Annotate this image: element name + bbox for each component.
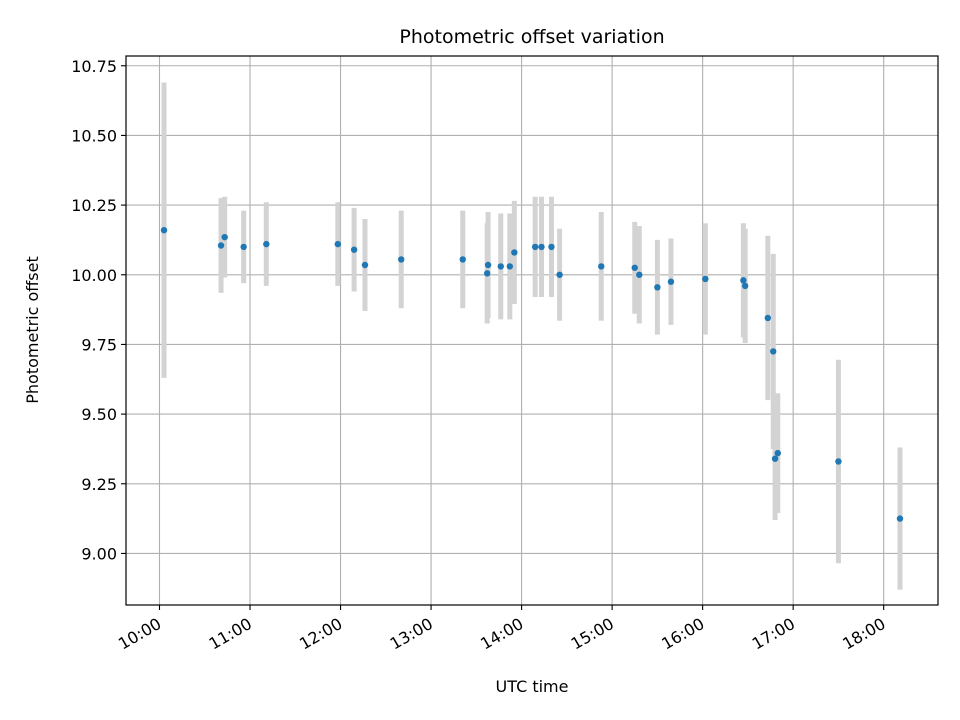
data-point bbox=[896, 515, 904, 522]
x-tick-label: 13:00 bbox=[387, 614, 436, 654]
data-point bbox=[667, 278, 675, 285]
data-point bbox=[160, 226, 168, 234]
data-point bbox=[334, 240, 342, 248]
data-point bbox=[702, 275, 709, 283]
data-point bbox=[497, 263, 504, 270]
x-axis-label: UTC time bbox=[496, 677, 569, 696]
x-tick-label: 12:00 bbox=[296, 614, 345, 654]
x-axis-ticks: 10:00 11:00 12:00 13:00 14:00 15:00 16:00 17:00… bbox=[115, 605, 889, 654]
data-point bbox=[511, 249, 518, 256]
data-point bbox=[740, 277, 747, 284]
data-point bbox=[548, 243, 555, 251]
data-point bbox=[217, 242, 225, 249]
data-point bbox=[361, 261, 369, 269]
data-point bbox=[741, 282, 749, 290]
data-points bbox=[160, 226, 904, 522]
x-tick-label: 14:00 bbox=[477, 614, 526, 654]
x-tick-label: 17:00 bbox=[749, 614, 798, 654]
y-tick-label: 9.75 bbox=[81, 335, 117, 354]
y-tick-label: 9.00 bbox=[81, 544, 117, 563]
data-point bbox=[531, 243, 539, 251]
y-tick-label: 10.00 bbox=[71, 266, 117, 285]
x-tick-label: 18:00 bbox=[839, 614, 888, 654]
plot-frame bbox=[125, 55, 939, 606]
y-tick-label: 9.25 bbox=[81, 475, 117, 494]
data-point bbox=[459, 256, 466, 263]
data-point bbox=[764, 314, 772, 322]
data-point bbox=[263, 240, 270, 248]
data-point bbox=[636, 271, 643, 278]
x-tick-label: 10:00 bbox=[115, 614, 164, 654]
y-tick-label: 10.50 bbox=[71, 126, 117, 145]
data-point bbox=[350, 246, 358, 253]
y-tick-label: 10.25 bbox=[71, 196, 117, 215]
data-point bbox=[654, 284, 661, 291]
data-point bbox=[771, 455, 779, 462]
x-tick-label: 15:00 bbox=[568, 614, 617, 654]
data-point bbox=[397, 256, 405, 263]
errorbars bbox=[161, 82, 903, 590]
data-point bbox=[598, 263, 605, 270]
x-tick-label: 11:00 bbox=[206, 614, 255, 654]
y-axis-ticks: 9.00 9.25 9.50 9.75 10.00 10.25 10.50 10.75 bbox=[71, 57, 126, 563]
data-point bbox=[484, 261, 492, 269]
data-point bbox=[538, 243, 545, 251]
y-tick-label: 10.75 bbox=[71, 57, 117, 76]
x-tick-label: 16:00 bbox=[658, 614, 707, 654]
data-point bbox=[506, 263, 514, 270]
data-point bbox=[221, 233, 228, 241]
y-tick-label: 9.50 bbox=[81, 405, 117, 424]
data-point bbox=[770, 348, 777, 355]
data-point bbox=[556, 271, 563, 278]
data-point bbox=[483, 270, 491, 277]
data-point bbox=[631, 264, 638, 271]
grid bbox=[126, 56, 938, 605]
y-axis-label: Photometric offset bbox=[23, 256, 42, 404]
chart-title: Photometric offset variation bbox=[399, 26, 664, 48]
data-point bbox=[835, 458, 842, 465]
data-point bbox=[240, 243, 247, 251]
data-point bbox=[774, 449, 781, 457]
